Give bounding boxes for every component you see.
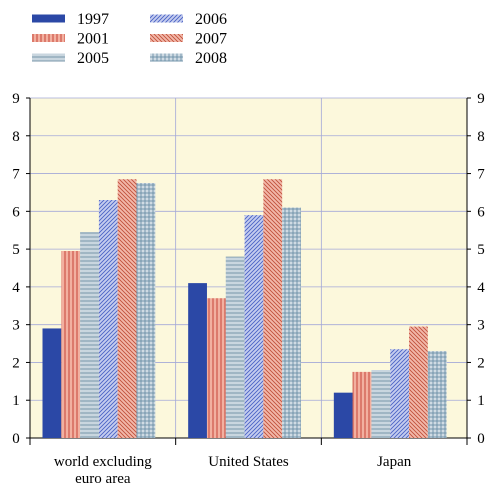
x-category-label: world excluding xyxy=(54,454,152,470)
legend-swatch-2001 xyxy=(32,34,65,42)
bar-2006 xyxy=(98,200,118,438)
legend-swatch-2008 xyxy=(150,53,183,62)
bar-1997 xyxy=(333,392,353,438)
bar-2005 xyxy=(371,370,391,438)
bar-2006 xyxy=(390,349,410,438)
y-tick-label-right: 1 xyxy=(477,393,485,409)
y-tick-label-left: 0 xyxy=(12,431,20,447)
y-tick-label-left: 7 xyxy=(12,167,20,183)
y-tick-label-left: 4 xyxy=(12,280,20,296)
legend-label-2001: 2001 xyxy=(77,31,109,48)
bar-2008 xyxy=(427,351,447,438)
bar-2001 xyxy=(61,251,81,438)
bar-2008 xyxy=(136,183,156,438)
bar-2006 xyxy=(244,215,264,438)
y-tick-label-left: 1 xyxy=(12,393,20,409)
bar-2001 xyxy=(352,371,372,438)
bar-2005 xyxy=(225,256,245,438)
bar-2007 xyxy=(409,326,428,438)
bar-1997 xyxy=(42,328,62,438)
y-tick-label-right: 8 xyxy=(477,129,485,145)
y-tick-label-left: 6 xyxy=(12,204,20,220)
y-tick-label-right: 3 xyxy=(477,318,485,334)
y-tick-label-left: 5 xyxy=(12,242,20,258)
legend-swatch-2007 xyxy=(150,34,183,42)
y-tick-label-left: 8 xyxy=(12,129,20,145)
x-category-label: euro area xyxy=(75,471,131,486)
legend-label-2008: 2008 xyxy=(195,50,227,67)
bar-2007 xyxy=(263,179,283,438)
legend-swatch-2006 xyxy=(150,14,183,23)
y-tick-label-right: 2 xyxy=(477,355,485,371)
legend-swatch-2005 xyxy=(32,53,65,62)
bar-2008 xyxy=(282,207,301,438)
y-tick-label-right: 6 xyxy=(477,204,485,220)
y-tick-label-left: 3 xyxy=(12,318,20,334)
bar-1997 xyxy=(188,283,207,438)
y-tick-label-right: 9 xyxy=(477,91,485,107)
y-tick-label-left: 2 xyxy=(12,355,20,371)
legend-label-2006: 2006 xyxy=(195,11,227,28)
legend-swatch-1997 xyxy=(32,14,65,23)
y-tick-label-left: 9 xyxy=(12,91,20,107)
legend-label-1997: 1997 xyxy=(77,11,109,28)
legend-label-2007: 2007 xyxy=(195,31,227,48)
x-category-label: United States xyxy=(208,454,289,470)
y-tick-label-right: 0 xyxy=(477,431,485,447)
y-tick-label-right: 4 xyxy=(477,280,485,296)
y-tick-label-right: 5 xyxy=(477,242,485,258)
y-tick-label-right: 7 xyxy=(477,167,485,183)
bar-2007 xyxy=(117,179,137,438)
legend-label-2005: 2005 xyxy=(77,50,109,67)
bar-2001 xyxy=(206,298,226,438)
bar-2005 xyxy=(80,232,99,438)
x-category-label: Japan xyxy=(377,454,412,470)
